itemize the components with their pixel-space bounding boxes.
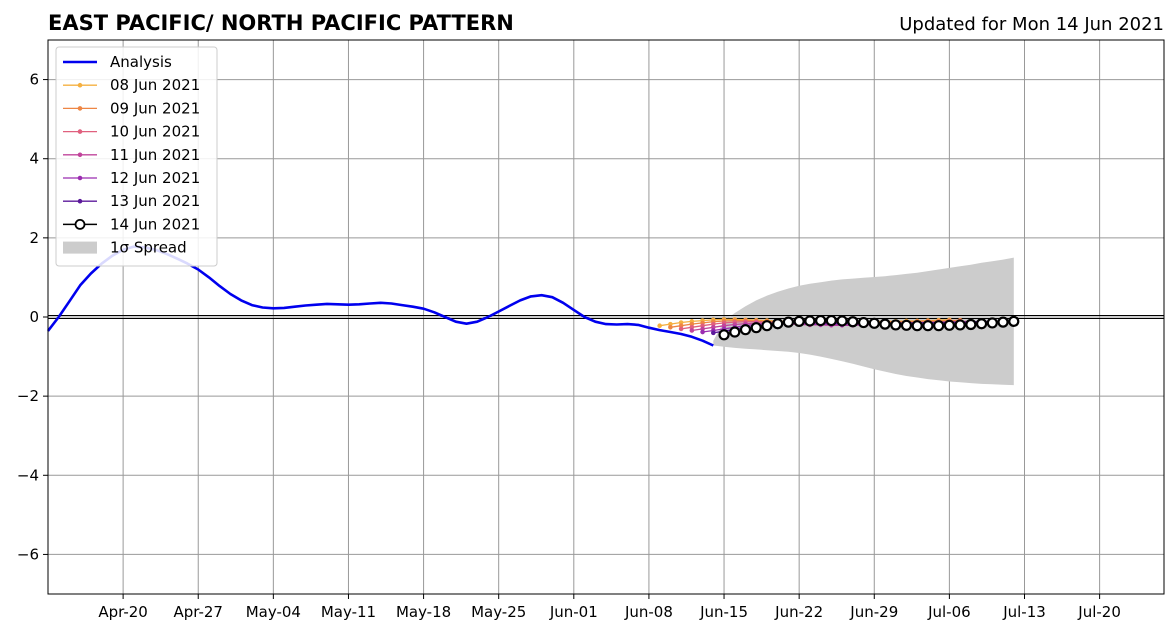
legend-label: 09 Jun 2021: [110, 99, 200, 117]
y-tick-label: −4: [17, 466, 39, 484]
latest-forecast-point: [1008, 315, 1020, 327]
forecast-point: [678, 326, 684, 332]
legend-label: 1σ Spread: [110, 239, 187, 257]
legend-swatch-marker: [77, 175, 83, 181]
legend-swatch-spread: [63, 241, 97, 254]
latest-forecast-point: [804, 315, 816, 327]
x-tick-label: Jun-08: [624, 603, 673, 621]
latest-forecast-point: [718, 329, 730, 341]
x-tick-label: May-25: [471, 603, 526, 621]
latest-forecast-point: [750, 322, 762, 334]
legend-label: 12 Jun 2021: [110, 169, 200, 187]
latest-forecast-point: [986, 317, 998, 329]
legend-swatch-marker: [77, 152, 83, 158]
x-tick-label: Jul-13: [1002, 603, 1046, 621]
latest-forecast-point: [954, 319, 966, 331]
y-tick-label: −6: [17, 545, 39, 563]
legend-label: 10 Jun 2021: [110, 123, 200, 141]
legend-swatch-marker: [77, 82, 83, 88]
legend-label: 08 Jun 2021: [110, 76, 200, 94]
forecast-line: [702, 321, 993, 333]
x-tick-label: Jul-06: [927, 603, 971, 621]
legend-swatch-marker: [77, 106, 83, 111]
legend-swatch-marker: [77, 198, 83, 204]
y-tick-label: 6: [29, 71, 39, 89]
legend-label: 13 Jun 2021: [110, 192, 200, 210]
x-tick-label: Apr-20: [98, 603, 148, 621]
latest-forecast-point: [943, 319, 955, 331]
x-tick-label: May-18: [396, 603, 451, 621]
y-tick-label: 2: [29, 229, 39, 247]
latest-forecast-point: [933, 320, 945, 332]
latest-forecast-point: [729, 326, 741, 338]
latest-forecast-point: [879, 318, 891, 330]
latest-forecast-point: [965, 318, 977, 331]
latest-forecast-point: [847, 316, 859, 328]
series: [46, 245, 1020, 347]
updated-label: Updated for Mon 14 Jun 2021: [899, 14, 1164, 35]
latest-forecast-point: [761, 320, 773, 332]
latest-forecast-point: [815, 314, 827, 327]
latest-forecast-point: [857, 316, 870, 329]
latest-forecast-point: [890, 319, 902, 331]
latest-forecast-point: [975, 318, 988, 330]
forecast-point: [689, 328, 695, 333]
legend-swatch-marker: [77, 129, 83, 134]
latest-forecast-point: [836, 315, 848, 327]
x-tick-label: Jun-29: [849, 603, 898, 621]
legend: Analysis 08 Jun 2021 09 Jun 2021 10 Jun 202…: [55, 46, 218, 267]
latest-forecast-point: [825, 314, 837, 327]
latest-forecast-point: [782, 316, 795, 328]
latest-forecast-point: [922, 320, 934, 332]
latest-forecast-point: [793, 315, 805, 327]
axes: Apr-20 Apr-27 May-04 May-11 May-18 May-25 Jun-…: [17, 39, 1165, 621]
zero-line: [48, 315, 1164, 319]
forecast-point: [700, 329, 705, 335]
legend-label: 11 Jun 2021: [110, 146, 200, 164]
legend-box: [55, 46, 218, 267]
legend-label: 14 Jun 2021: [110, 215, 200, 233]
x-tick-label: Jun-01: [549, 603, 598, 621]
y-tick-label: −2: [17, 387, 39, 405]
y-tick-label: 0: [29, 308, 39, 326]
forecast-point: [711, 330, 716, 336]
grid: [48, 40, 1164, 594]
plot-frame: [47, 39, 1165, 595]
forecast-point: [668, 324, 673, 330]
x-tick-label: May-11: [321, 603, 376, 621]
x-tick-label: May-04: [246, 603, 301, 621]
latest-forecast-point: [739, 324, 752, 336]
latest-forecast-point: [911, 320, 923, 332]
latest-forecast-point: [900, 319, 913, 331]
legend-label: Analysis: [110, 53, 172, 71]
latest-forecast-point: [868, 317, 880, 329]
forecast-point: [657, 323, 662, 329]
legend-swatch-marker: [74, 218, 86, 230]
x-tick-label: Jun-15: [699, 603, 748, 621]
y-tick-label: 4: [29, 150, 39, 168]
latest-forecast-point: [772, 318, 784, 330]
latest-forecast-point: [997, 316, 1009, 328]
x-tick-label: Apr-27: [173, 603, 223, 621]
x-tick-label: Jul-20: [1077, 603, 1121, 621]
x-tick-label: Jun-22: [774, 603, 823, 621]
chart-title: EAST PACIFIC/ NORTH PACIFIC PATTERN: [48, 11, 514, 35]
